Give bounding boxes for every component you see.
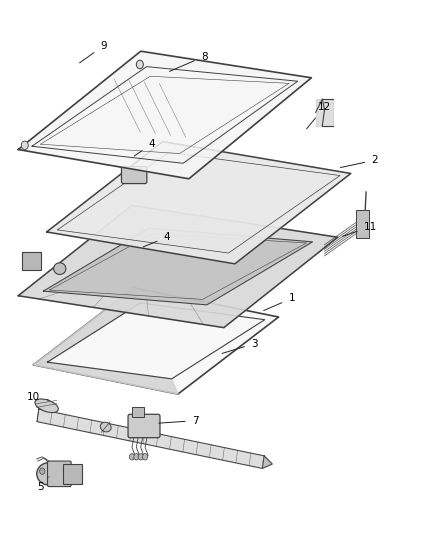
Ellipse shape bbox=[35, 399, 58, 413]
FancyBboxPatch shape bbox=[356, 209, 368, 238]
Text: 3: 3 bbox=[222, 338, 257, 353]
Text: 5: 5 bbox=[37, 477, 49, 492]
Polygon shape bbox=[46, 142, 350, 264]
FancyBboxPatch shape bbox=[121, 166, 147, 183]
Polygon shape bbox=[262, 456, 272, 469]
FancyBboxPatch shape bbox=[47, 461, 71, 487]
Ellipse shape bbox=[37, 463, 61, 485]
Text: 11: 11 bbox=[342, 222, 376, 236]
Ellipse shape bbox=[53, 263, 66, 274]
FancyBboxPatch shape bbox=[21, 252, 41, 270]
Circle shape bbox=[138, 454, 143, 460]
Polygon shape bbox=[33, 288, 140, 365]
Circle shape bbox=[142, 454, 148, 460]
Text: 12: 12 bbox=[306, 102, 330, 129]
Polygon shape bbox=[315, 99, 332, 126]
Text: 8: 8 bbox=[169, 52, 207, 71]
Polygon shape bbox=[18, 51, 311, 179]
Circle shape bbox=[134, 454, 139, 460]
Circle shape bbox=[39, 468, 45, 474]
FancyBboxPatch shape bbox=[63, 464, 82, 484]
FancyBboxPatch shape bbox=[128, 414, 159, 438]
Text: 9: 9 bbox=[79, 41, 106, 63]
Polygon shape bbox=[18, 205, 337, 328]
FancyBboxPatch shape bbox=[132, 407, 144, 417]
Polygon shape bbox=[37, 409, 264, 469]
Polygon shape bbox=[33, 362, 177, 394]
Text: 7: 7 bbox=[159, 416, 198, 426]
Text: 2: 2 bbox=[339, 155, 377, 167]
Text: 1: 1 bbox=[263, 293, 294, 311]
Circle shape bbox=[21, 141, 28, 150]
Text: 4: 4 bbox=[143, 232, 170, 247]
Text: 4: 4 bbox=[134, 139, 155, 156]
Polygon shape bbox=[33, 288, 278, 394]
Text: 10: 10 bbox=[27, 392, 48, 402]
Circle shape bbox=[129, 454, 134, 460]
Polygon shape bbox=[43, 228, 312, 305]
Ellipse shape bbox=[100, 422, 111, 432]
Circle shape bbox=[136, 60, 143, 69]
